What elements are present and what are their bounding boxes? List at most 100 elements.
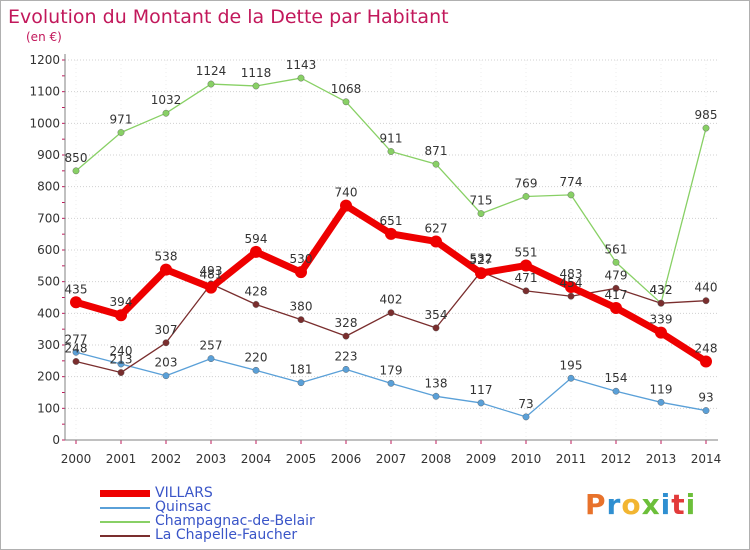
proxiti-logo: Proxiti [585, 488, 696, 521]
data-point [522, 287, 530, 295]
data-label: 651 [380, 214, 403, 228]
data-label: 532 [470, 252, 493, 266]
data-label: 203 [155, 356, 178, 370]
data-label: 73 [518, 397, 533, 411]
x-tick-label: 2010 [511, 452, 542, 466]
data-point [612, 387, 620, 395]
legend-swatch-villars [100, 490, 150, 497]
data-point [342, 98, 350, 106]
data-label: 154 [605, 371, 628, 385]
data-point [522, 193, 530, 200]
data-label: 1118 [241, 66, 272, 80]
data-point [252, 366, 260, 374]
x-tick-label: 2011 [556, 452, 587, 466]
data-point [70, 296, 82, 309]
data-point [612, 258, 620, 266]
x-tick-label: 2003 [196, 452, 227, 466]
data-label: 119 [650, 382, 673, 396]
x-tick-label: 2000 [61, 452, 92, 466]
data-point [162, 372, 170, 380]
data-label: 483 [560, 267, 583, 281]
data-point [207, 80, 215, 88]
data-label: 417 [605, 288, 628, 302]
data-label: 493 [200, 264, 223, 278]
chart-unit-label: (en €) [26, 30, 62, 44]
x-tick-label: 2006 [331, 452, 362, 466]
data-label: 454 [560, 276, 583, 290]
legend-label-villars: VILLARS [155, 485, 213, 501]
data-point [297, 74, 305, 82]
data-label: 594 [245, 232, 268, 246]
data-label: 971 [110, 113, 133, 127]
legend-swatch-quinsac [100, 507, 150, 509]
data-label: 213 [110, 353, 133, 367]
data-label: 481 [200, 268, 223, 282]
logo-letter: o [621, 488, 642, 521]
x-tick-label: 2004 [241, 452, 272, 466]
data-point [702, 407, 710, 414]
logo-letter: i [660, 488, 672, 521]
legend-label-quinsac: Quinsac [155, 499, 212, 515]
data-label: 277 [65, 332, 88, 346]
x-tick-label: 2001 [106, 452, 137, 466]
data-label: 181 [290, 363, 313, 377]
data-label: 432 [650, 283, 673, 297]
data-point [477, 399, 485, 407]
x-tick-label: 2008 [421, 452, 452, 466]
data-label: 354 [425, 308, 448, 322]
data-label: 328 [335, 316, 358, 330]
data-label: 93 [698, 391, 713, 405]
data-point [117, 360, 125, 368]
data-label: 440 [695, 281, 718, 295]
x-tick-label: 2013 [646, 452, 677, 466]
data-label: 769 [515, 176, 538, 190]
x-tick-label: 2005 [286, 452, 317, 466]
data-label: 223 [335, 349, 358, 363]
legend-swatch-la-chapelle [100, 535, 150, 537]
data-point [387, 148, 395, 155]
data-point [162, 339, 170, 347]
data-point [657, 299, 665, 307]
data-point [702, 297, 710, 305]
data-label: 1124 [196, 64, 227, 78]
data-point [565, 281, 577, 294]
data-label: 248 [65, 341, 88, 355]
data-point [252, 82, 260, 90]
data-point [432, 160, 440, 168]
data-label: 117 [470, 383, 493, 397]
y-tick-label: 1100 [29, 85, 60, 99]
logo-letter: t [671, 488, 686, 521]
data-point [655, 326, 667, 339]
data-point [432, 324, 440, 332]
data-point [520, 259, 532, 272]
data-label: 380 [290, 300, 313, 314]
data-point [250, 245, 262, 258]
data-label: 428 [245, 284, 268, 298]
y-tick-label: 200 [37, 370, 60, 384]
data-label: 985 [695, 108, 718, 122]
data-label: 479 [605, 268, 628, 282]
data-point [567, 191, 575, 199]
data-label: 1143 [286, 58, 317, 72]
data-point [702, 124, 710, 132]
data-point [340, 199, 352, 212]
data-point [115, 309, 127, 322]
data-point [387, 379, 395, 387]
data-label: 715 [470, 194, 493, 208]
x-tick-label: 2002 [151, 452, 182, 466]
data-label: 240 [110, 344, 133, 358]
data-point [295, 266, 307, 279]
data-label: 871 [425, 144, 448, 158]
chart-title: Evolution du Montant de la Dette par Hab… [8, 6, 449, 28]
data-label: 339 [650, 313, 673, 327]
data-point [522, 413, 530, 421]
x-tick-label: 2007 [376, 452, 407, 466]
data-label: 1068 [331, 82, 362, 96]
logo-letter: i [685, 488, 697, 521]
y-tick-label: 500 [37, 275, 60, 289]
data-label: 248 [695, 341, 718, 355]
legend-label-champagnac: Champagnac-de-Belair [155, 513, 315, 529]
data-point [432, 392, 440, 400]
data-label: 402 [380, 293, 403, 307]
